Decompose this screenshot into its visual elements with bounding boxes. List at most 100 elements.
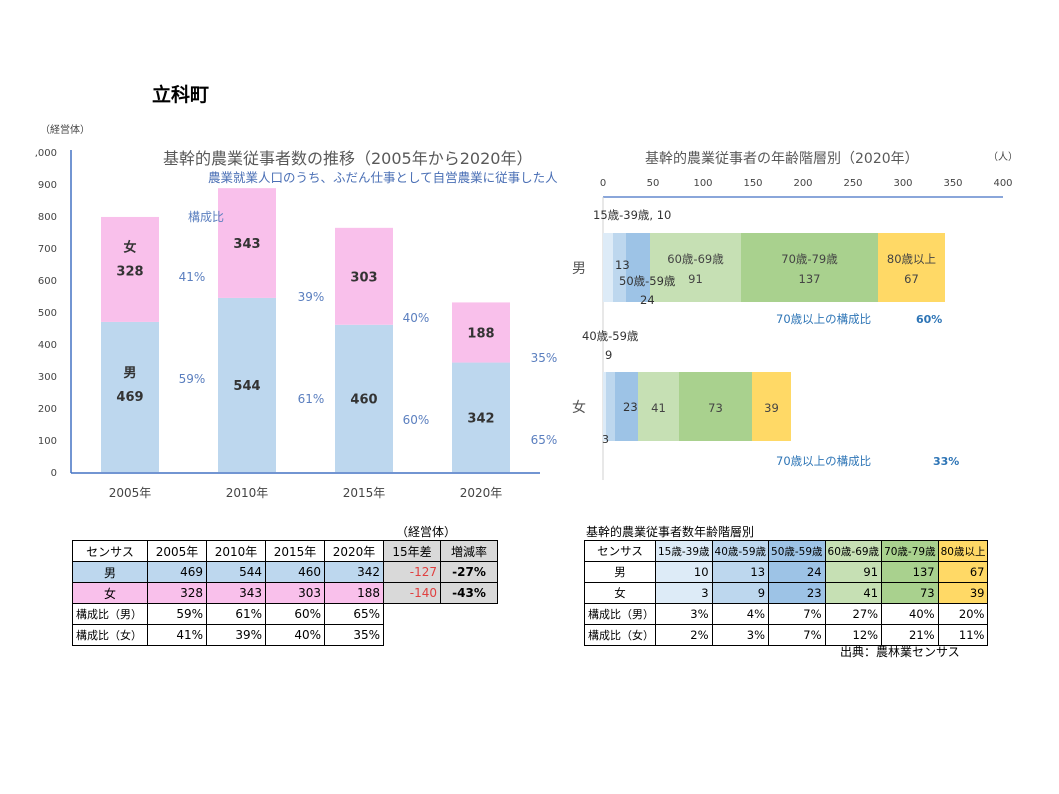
cell: 460 xyxy=(265,561,325,583)
y-tick-label: 500 xyxy=(38,308,57,319)
left-chart-subtitle: 農業就業人口のうち、ふだん仕事として自営農業に従事した人 xyxy=(208,170,558,185)
header-cell: センサス xyxy=(72,540,148,562)
bar-female xyxy=(218,188,276,298)
right-chart-title: 基幹的農業従事者の年齢階層別（2020年） xyxy=(645,151,919,167)
share-label-male: 60% xyxy=(403,413,430,427)
y-tick-label: 0 xyxy=(51,468,57,479)
page-title: 立科町 xyxy=(152,84,210,106)
x-tick-label: 300 xyxy=(893,178,912,189)
cell: 39 xyxy=(937,582,989,604)
data-label: 24 xyxy=(640,293,655,307)
segment-name-label: 70歳-79歳 xyxy=(781,252,838,266)
bar-segment xyxy=(615,372,638,441)
header-cell: 15年差 xyxy=(383,540,441,562)
segment-name-label: 80歳以上 xyxy=(887,252,936,266)
cell: 41 xyxy=(824,582,883,604)
data-label-female: 303 xyxy=(350,270,377,285)
bar-segment xyxy=(638,372,679,441)
empty xyxy=(441,604,498,625)
cell: 40% xyxy=(881,603,939,625)
row-label: 構成比（男） xyxy=(72,603,148,625)
bar-segment xyxy=(878,233,945,302)
data-label-male: 342 xyxy=(467,411,494,426)
left-unit-label: （経営体） xyxy=(40,125,90,136)
table-row-share-female: 構成比（女） 41% 39% 40% 35% xyxy=(72,624,498,646)
row-label: 構成比（男） xyxy=(584,603,656,625)
cell: 41% xyxy=(147,624,207,646)
table1-unit: （経営体） xyxy=(396,525,457,539)
y-tick-label: 200 xyxy=(38,404,57,415)
data-label-female: 343 xyxy=(233,237,260,252)
row-label: 男 xyxy=(584,561,656,583)
segment-name-label: 60歳-69歳 xyxy=(667,252,724,266)
y-tick-label: 300 xyxy=(38,372,57,383)
header-cell: 増減率 xyxy=(440,540,498,562)
y-tick-label: ,000 xyxy=(35,148,57,159)
row-label: 構成比（女） xyxy=(584,624,656,646)
cell: 9 xyxy=(711,582,770,604)
bar-segment xyxy=(603,372,606,441)
bar-segment xyxy=(606,372,615,441)
bar-female xyxy=(452,302,510,363)
table-row: 男 10 13 24 91 137 67 xyxy=(584,561,989,583)
left-chart: ,000 900 800 700 600 500 400 300 200 100 0 2005年 男 女 4… xyxy=(35,148,558,500)
cell: 61% xyxy=(206,603,266,625)
annotation-male-15-39: 15歳-39歳, 10 xyxy=(593,208,671,222)
annotation-female-40-59: 40歳-59歳 xyxy=(582,329,639,343)
table-census-gender: センサス 2005年 2010年 2015年 2020年 15年差 増減率 男 … xyxy=(72,540,498,646)
cell: 24 xyxy=(768,561,826,583)
bar-male xyxy=(101,321,159,472)
table-row: 構成比（男） 3% 4% 7% 27% 40% 20% xyxy=(584,603,989,625)
y-tick-label: 400 xyxy=(38,340,57,351)
table-row: 女 3 9 23 41 73 39 xyxy=(584,582,989,604)
share-label-female: 35% xyxy=(531,351,558,365)
table-age-groups: センサス 15歳-39歳 40歳-59歳 50歳-59歳 60歳-69歳 70歳-79歳 8… xyxy=(584,540,989,646)
x-tick-label: 100 xyxy=(693,178,712,189)
cell: 20% xyxy=(937,603,989,625)
x-tick-label: 150 xyxy=(743,178,762,189)
cell: 50歳-59歳 xyxy=(768,540,826,562)
cell: 544 xyxy=(206,561,266,583)
share-label-male: 59% xyxy=(179,372,206,386)
bar-segment xyxy=(613,233,626,302)
y-tick-label: 900 xyxy=(38,180,57,191)
x-tick-label: 2010年 xyxy=(226,486,269,500)
x-tick-label: 350 xyxy=(943,178,962,189)
header-cell: 2010年 xyxy=(206,540,266,562)
y-tick-label: 100 xyxy=(38,436,57,447)
data-label: 3 xyxy=(602,433,609,446)
cell: 3% xyxy=(711,624,770,646)
cell: 40歳-59歳 xyxy=(711,540,770,562)
data-label-male: 469 xyxy=(116,390,143,405)
x-tick-label: 250 xyxy=(843,178,862,189)
category-label: 女 xyxy=(572,399,586,416)
bar-segment xyxy=(741,233,878,302)
bar-segment xyxy=(603,233,613,302)
bar-male xyxy=(452,362,510,472)
share-label-female: 39% xyxy=(298,290,325,304)
ratio-label-male: 70歳以上の構成比 xyxy=(776,312,871,326)
empty xyxy=(384,625,441,646)
cell: 73 xyxy=(881,582,939,604)
x-tick-label: 400 xyxy=(993,178,1012,189)
header-cell: 2005年 xyxy=(147,540,207,562)
share-label-male: 61% xyxy=(298,392,325,406)
x-tick-label: 50 xyxy=(647,178,660,189)
data-label: 73 xyxy=(708,401,723,415)
data-label-female: 328 xyxy=(116,264,143,279)
row-label: 構成比（女） xyxy=(72,624,148,646)
table-row-female: 女 328 343 303 188 -140 -43% xyxy=(72,582,498,604)
cell: 10 xyxy=(655,561,713,583)
header-cell: 2015年 xyxy=(265,540,325,562)
cell: 4% xyxy=(711,603,770,625)
data-label: 23 xyxy=(623,400,638,414)
cell-diff: -140 xyxy=(383,582,441,604)
cell: 342 xyxy=(324,561,384,583)
cell-rate: -27% xyxy=(440,561,498,583)
bar-segment xyxy=(650,233,741,302)
ratio-value-female: 33% xyxy=(933,455,959,468)
cell: 469 xyxy=(147,561,207,583)
table-row-male: 男 469 544 460 342 -127 -27% xyxy=(72,561,498,583)
bar-male xyxy=(218,297,276,472)
table-row-share-male: 構成比（男） 59% 61% 60% 65% xyxy=(72,603,498,625)
